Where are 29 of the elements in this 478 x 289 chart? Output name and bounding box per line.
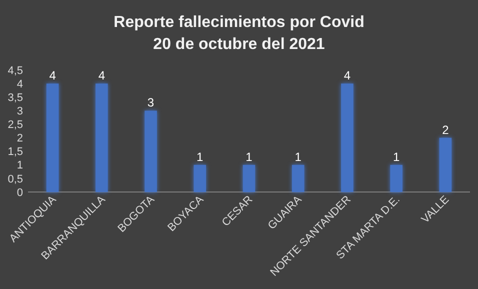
data-label: 4 [49,68,56,83]
y-tick-label: 3 [16,106,23,118]
bar [341,84,354,192]
y-tick-label: 4,5 [8,64,23,77]
bar [96,84,108,192]
chart-title: Reporte fallecimientos por Covid 20 de octubre del 2021 [114,14,364,53]
bar [390,164,402,192]
y-tick-label: 4 [16,78,23,90]
data-label: 1 [294,150,302,164]
y-tick-label: 2,5 [8,119,23,132]
data-label: 3 [147,96,154,110]
y-tick-label: 1 [16,160,23,172]
y-tick-label: 0,5 [8,173,23,186]
bar [194,164,206,192]
data-label: 1 [196,150,204,164]
bar [439,138,452,192]
y-tick-label: 0 [16,186,23,199]
bar [292,164,304,192]
bar [242,164,256,192]
bar [144,110,157,192]
y-tick-label: 3,5 [8,92,23,104]
y-tick-label: 1,5 [8,146,23,158]
y-tick-label: 2 [16,132,23,145]
data-label: 1 [246,150,253,164]
data-label: 4 [98,68,106,83]
bar [46,84,59,192]
data-label: 2 [442,122,450,137]
data-label: 1 [392,150,400,164]
data-label: 4 [344,68,351,83]
